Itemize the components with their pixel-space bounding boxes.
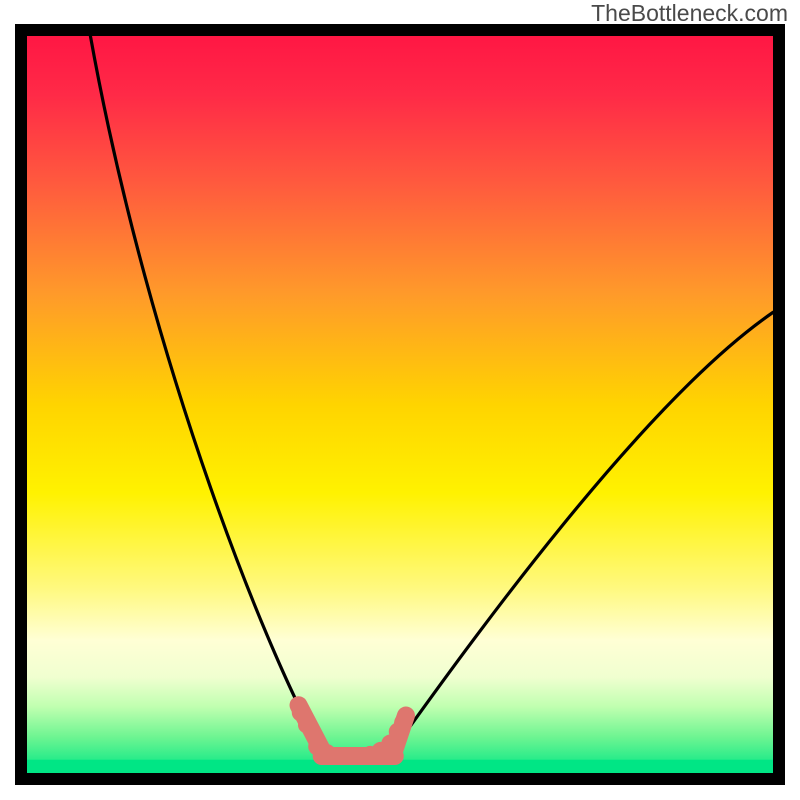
- marker-point: [298, 717, 314, 733]
- plot-area: [15, 24, 785, 785]
- outer-frame: TheBottleneck.com: [0, 0, 800, 800]
- marker-point: [394, 714, 410, 730]
- bottleneck-curve-chart: [15, 24, 785, 785]
- marker-point: [316, 744, 336, 764]
- watermark-text: TheBottleneck.com: [591, 0, 788, 27]
